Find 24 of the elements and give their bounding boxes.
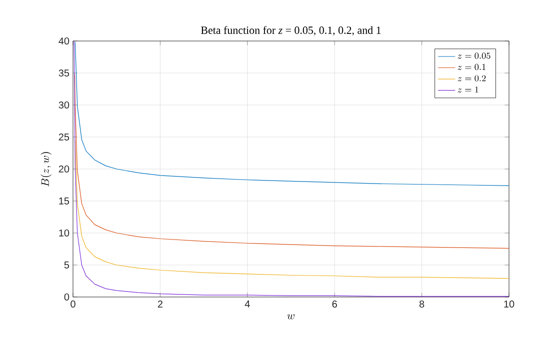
x-tick-label: 0 — [70, 300, 76, 308]
y-tick-label: 40 — [58, 37, 70, 45]
legend-label: $z = 0.1$ — [458, 64, 486, 70]
y-tick-label: 10 — [59, 229, 70, 237]
legend-label: $z = 0.2$ — [458, 75, 486, 82]
x-tick-label: 2 — [158, 300, 162, 308]
line-series — [74, 139, 510, 279]
y-tick-label: 15 — [59, 198, 70, 204]
y-tick-label: 35 — [58, 69, 70, 77]
y-tick-label: 20 — [58, 165, 70, 173]
y-tick-label: 0 — [64, 293, 70, 301]
x-axis-title: $w$ — [287, 314, 294, 320]
y-tick-label: 30 — [58, 101, 70, 109]
chart-title: Beta function for z = 0.05, 0.1, 0.2, and 1 — [201, 26, 381, 36]
x-tick-label: 6 — [332, 300, 337, 308]
legend-label: $z = 0.05$ — [458, 52, 490, 59]
x-tick-label: 10 — [504, 300, 514, 308]
x-tick-label: 4 — [244, 300, 250, 308]
x-tick-label: 8 — [419, 300, 424, 308]
y-tick-label: 25 — [58, 133, 70, 141]
y-axis-title: $B(z,w)$ — [40, 152, 52, 186]
y-tick-label: 5 — [64, 262, 70, 268]
legend-label: $z = 1$ — [458, 86, 478, 93]
line-series — [74, 74, 510, 249]
